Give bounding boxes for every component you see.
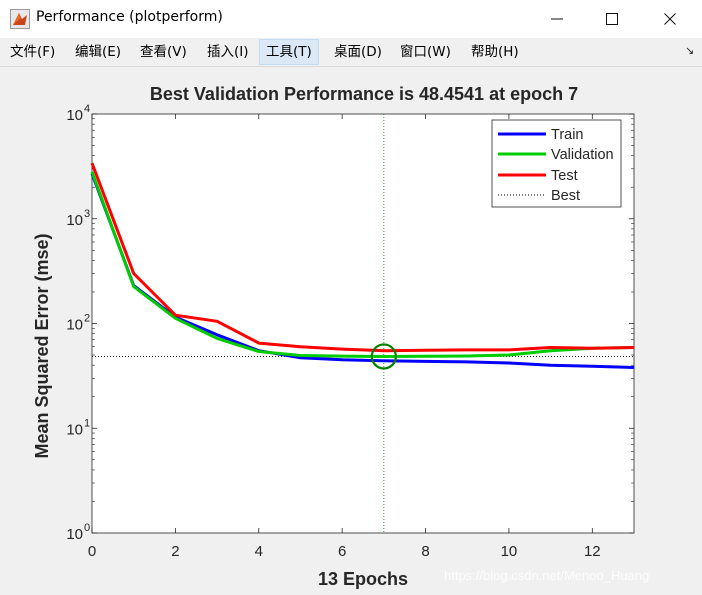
y-tick-label-exponent: 1 — [84, 417, 90, 429]
x-tick-label: 6 — [338, 543, 346, 560]
maximize-icon — [606, 13, 618, 25]
window-title-bar: Performance (plotperform) — [0, 0, 702, 38]
close-button[interactable] — [647, 0, 693, 38]
legend-label-train: Train — [551, 127, 584, 143]
close-icon — [664, 13, 676, 25]
y-tick-label-exponent: 4 — [84, 103, 90, 115]
y-tick-label: 10 — [66, 526, 83, 543]
maximize-button[interactable] — [589, 0, 635, 38]
window-title: Performance (plotperform) — [36, 9, 223, 25]
x-tick-label: 0 — [88, 543, 96, 560]
menu-view[interactable]: 查看(V) — [140, 44, 187, 60]
x-tick-label: 4 — [255, 543, 263, 560]
x-tick-label: 8 — [421, 543, 429, 560]
minimize-icon — [551, 18, 563, 20]
toolbar-overflow-icon[interactable]: ↘ — [685, 44, 695, 57]
menu-edit[interactable]: 编辑(E) — [75, 44, 122, 60]
x-axis-label: 13 Epochs — [318, 569, 408, 589]
series-line-validation — [90, 171, 635, 358]
menu-help[interactable]: 帮助(H) — [471, 44, 519, 60]
minimize-button[interactable] — [534, 0, 580, 38]
legend: Train Validation Test Best — [491, 119, 622, 208]
menu-window[interactable]: 窗口(W) — [400, 44, 451, 60]
y-tick-label: 10 — [66, 421, 83, 438]
menu-file[interactable]: 文件(F) — [10, 44, 56, 60]
y-tick-label-exponent: 0 — [84, 522, 90, 534]
y-tick-label: 10 — [66, 317, 83, 334]
legend-label-test: Test — [551, 168, 578, 184]
legend-label-validation: Validation — [551, 147, 614, 163]
best-point-marker — [370, 343, 397, 370]
legend-label-best: Best — [551, 188, 580, 204]
figure-area: 0 2 4 6 8 10 12 10 0 10 1 10 2 10 3 10 4 Best Validation… — [0, 67, 702, 595]
matlab-logo-icon — [10, 9, 30, 29]
x-tick-label: 12 — [584, 543, 601, 560]
y-tick-label-exponent: 3 — [84, 208, 90, 220]
menu-desktop[interactable]: 桌面(D) — [334, 44, 382, 60]
y-tick-label: 10 — [66, 107, 83, 124]
series-line-test — [90, 162, 635, 353]
series-lines — [90, 162, 635, 370]
y-axis-label: Mean Squared Error (mse) — [32, 233, 52, 458]
x-tick-label: 2 — [171, 543, 179, 560]
watermark: https://blog.csdn.net/Menoo_Huang — [444, 568, 650, 583]
y-tick-label: 10 — [66, 212, 83, 229]
menu-bar: 文件(F) 编辑(E) 查看(V) 插入(I) 工具(T) 桌面(D) 窗口(W… — [0, 38, 702, 67]
chart-title: Best Validation Performance is 48.4541 a… — [150, 84, 578, 104]
y-tick-label-exponent: 2 — [84, 313, 90, 325]
menu-tools[interactable]: 工具(T) — [259, 39, 319, 65]
menu-insert[interactable]: 插入(I) — [207, 44, 249, 60]
x-tick-label: 10 — [501, 543, 518, 560]
